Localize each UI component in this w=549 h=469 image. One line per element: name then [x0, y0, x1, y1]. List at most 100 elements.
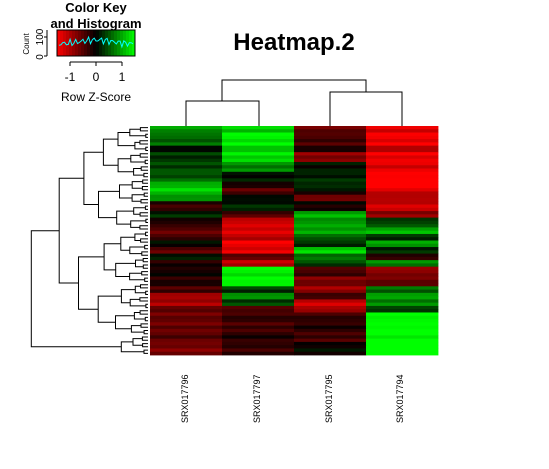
row-dendrogram-branch — [141, 271, 148, 276]
heatmap-cell — [366, 309, 439, 313]
row-dendrogram-branch — [97, 295, 122, 323]
heatmap-cell — [150, 276, 223, 281]
heatmap-cell — [294, 269, 367, 274]
heatmap-cell — [150, 227, 223, 232]
heatmap-cell — [366, 158, 439, 163]
heatmap-cell — [222, 319, 295, 323]
heatmap-cell — [294, 332, 367, 336]
heatmap-cell — [150, 220, 223, 225]
heatmap-cell — [294, 341, 367, 346]
color-key-swatch — [87, 30, 91, 56]
heatmap-cell — [222, 184, 295, 189]
heatmap-cell — [294, 286, 367, 290]
heatmap-cell — [294, 201, 367, 205]
heatmap-cell — [150, 302, 223, 307]
heatmap-cell — [294, 148, 367, 153]
heatmap-cell — [222, 283, 295, 287]
heatmap-cell — [222, 279, 295, 284]
row-dendrogram-branch — [129, 128, 146, 137]
heatmap-cell — [294, 247, 367, 251]
heatmap-cell — [222, 230, 295, 235]
column-label-2: SRX017797 — [252, 374, 262, 423]
row-dendrogram-branch — [140, 166, 148, 171]
heatmap-cell — [294, 197, 367, 202]
heatmap-cell — [222, 168, 295, 173]
column-labels: SRX017796 SRX017797 SRX017795 SRX017794 — [180, 374, 405, 423]
heatmap-cell — [294, 220, 367, 225]
heatmap-cell — [294, 155, 367, 160]
row-dendrogram-branch — [142, 258, 148, 263]
row-dendrogram-branch — [140, 284, 148, 289]
row-dendrogram — [30, 127, 148, 354]
heatmap-cells — [150, 126, 439, 356]
heatmap-cell — [150, 188, 223, 192]
heatmap-cell — [222, 243, 295, 248]
heatmap-cell — [294, 217, 367, 222]
heatmap-cell — [222, 204, 295, 209]
heatmap-cell — [222, 211, 295, 215]
heatmap-cell — [294, 276, 367, 281]
heatmap-cell — [366, 250, 439, 254]
color-key-swatch — [117, 30, 121, 56]
heatmap-cell — [222, 269, 295, 274]
heatmap-cell — [294, 171, 367, 176]
row-dendrogram-branch — [145, 146, 148, 151]
color-key-swatch — [126, 30, 130, 56]
row-dendrogram-branch — [139, 212, 148, 217]
heatmap-cell — [222, 148, 295, 153]
heatmap-cell — [366, 247, 439, 251]
heatmap-cell — [222, 341, 295, 346]
heatmap-cell — [294, 188, 367, 192]
heatmap-cell — [294, 191, 367, 196]
heatmap-cell — [222, 348, 295, 353]
column-dendrogram-right-cluster — [329, 91, 403, 126]
color-key-frame — [56, 29, 136, 57]
color-key-ylabel: Count — [22, 33, 31, 55]
heatmap-cell — [366, 217, 439, 222]
heatmap-cell — [222, 233, 295, 238]
heatmap-cell — [366, 201, 439, 205]
heatmap-cell — [366, 283, 439, 287]
heatmap-cell — [294, 158, 367, 163]
heatmap-cell — [366, 332, 439, 336]
heatmap-cell — [294, 292, 367, 297]
heatmap-cell — [150, 273, 223, 277]
heatmap-cell — [294, 161, 367, 166]
heatmap-cell — [150, 126, 223, 130]
heatmap-cell — [366, 256, 439, 261]
heatmap-cell — [366, 211, 439, 215]
color-key-ytick-100: 100 — [35, 28, 46, 45]
heatmap-cell — [222, 161, 295, 166]
heatmap-cell — [366, 207, 439, 212]
heatmap-cell — [150, 145, 223, 150]
heatmap-cell — [294, 263, 367, 268]
color-key-xtick-neg1: -1 — [65, 70, 76, 84]
row-dendrogram-branch — [143, 330, 148, 335]
heatmap-cell — [366, 175, 439, 179]
row-dendrogram-branch — [145, 133, 148, 138]
heatmap-cell — [366, 266, 439, 271]
heatmap-cell — [366, 345, 439, 349]
row-dendrogram-branch — [129, 272, 145, 281]
heatmap-cell — [294, 142, 367, 147]
heatmap-cell — [294, 224, 367, 228]
heatmap-cell — [366, 142, 439, 147]
heatmap-cell — [150, 152, 223, 156]
heatmap-cell — [294, 289, 367, 294]
heatmap-cell — [294, 211, 367, 215]
heatmap-cell — [222, 129, 295, 133]
row-dendrogram-branch — [139, 140, 148, 145]
heatmap-cell — [366, 312, 439, 317]
heatmap-cell — [222, 309, 295, 313]
row-dendrogram-branch — [141, 251, 148, 256]
color-key-title-line2: and Histogram — [50, 16, 141, 31]
heatmap-cell — [150, 217, 223, 222]
heatmap-cell — [150, 348, 223, 353]
row-dendrogram-branch — [83, 151, 104, 205]
heatmap-cell — [294, 296, 367, 300]
color-key-swatch — [93, 30, 97, 56]
heatmap-cell — [294, 325, 367, 330]
heatmap-cell — [366, 348, 439, 353]
heatmap-cell — [294, 204, 367, 209]
heatmap-cell — [222, 273, 295, 277]
